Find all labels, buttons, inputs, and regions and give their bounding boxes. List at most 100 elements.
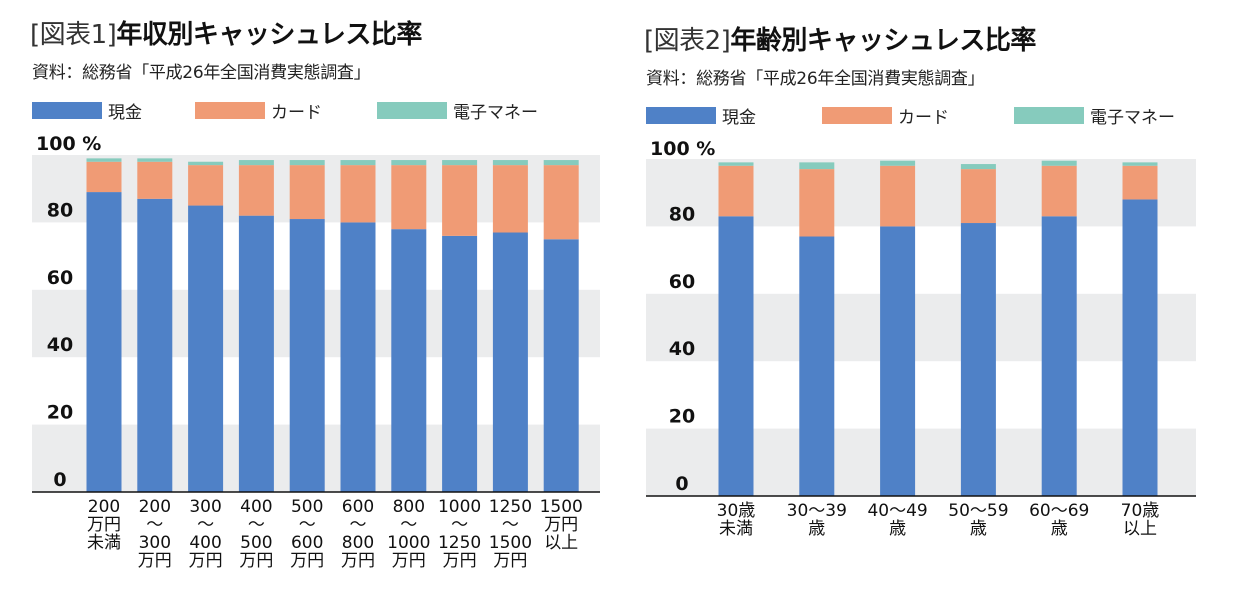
legend-label: カード: [898, 108, 949, 128]
x-tick-label: 〜: [197, 515, 214, 535]
age-chart: [図表2]年齢別キャッシュレス比率 資料：総務省「平成26年全国消費実態調査」 …: [620, 0, 1248, 605]
legend-swatch: [646, 107, 716, 124]
x-tick-label: 500: [291, 497, 323, 517]
bar-segment: [391, 229, 427, 492]
bar-segment: [86, 158, 122, 162]
bar-segment: [492, 160, 528, 166]
x-tick-label: 300: [139, 533, 171, 553]
x-tick-label: 600: [342, 497, 374, 517]
chart-title-prefix: [図表1]: [30, 20, 117, 50]
bar-segment: [137, 161, 173, 199]
legend-label: 現金: [108, 103, 142, 123]
bar-segment: [718, 165, 754, 217]
x-tick-label: 未満: [87, 533, 121, 553]
x-tick-label: 万円: [290, 551, 324, 571]
bar-segment: [188, 205, 224, 493]
x-tick-label: 万円: [443, 551, 477, 571]
bar-segment: [391, 160, 427, 166]
legend-swatch: [822, 107, 892, 124]
x-tick-label: 200: [139, 497, 171, 517]
y-axis-top-label: 100 %: [36, 133, 101, 155]
bar-segment: [543, 239, 579, 492]
legend-label: 電子マネー: [1090, 108, 1175, 128]
bar-segment: [86, 161, 122, 193]
bar-segment: [340, 222, 376, 492]
bar-segment: [442, 165, 478, 236]
bar-segment: [960, 223, 996, 496]
bar-segment: [960, 164, 996, 170]
x-tick-label: 万円: [493, 551, 527, 571]
x-tick-label: 〜: [451, 515, 468, 535]
y-tick-label: 60: [669, 271, 695, 293]
bar-segment: [799, 236, 835, 496]
bar-segment: [188, 165, 224, 206]
y-tick-label: 0: [675, 473, 688, 495]
legend-item: カード: [195, 98, 322, 123]
x-tick-label: 万円: [341, 551, 375, 571]
income-chart: [図表1]年収別キャッシュレス比率 資料：総務省「平成26年全国消費実態調査」 …: [0, 0, 620, 605]
bar-segment: [1041, 165, 1077, 217]
y-tick-label: 80: [47, 199, 73, 221]
y-tick-label: 40: [669, 338, 695, 360]
y-tick-label: 80: [669, 203, 695, 225]
legend-swatch: [32, 102, 102, 119]
legend-swatch: [1014, 107, 1084, 124]
bar-segment: [1122, 162, 1158, 166]
legend-label: 電子マネー: [453, 103, 538, 123]
y-tick-label: 0: [53, 469, 66, 491]
bar-segment: [137, 158, 173, 162]
x-tick-label: 〜: [502, 515, 519, 535]
legend-label: 現金: [722, 108, 756, 128]
bar-segment: [1041, 216, 1077, 497]
y-tick-label: 40: [47, 334, 73, 356]
x-tick-label: 1250: [438, 533, 481, 553]
x-tick-label: 1500: [540, 497, 583, 517]
legend-swatch: [377, 102, 447, 119]
x-tick-label: 30歳: [717, 501, 756, 521]
x-tick-label: 以上: [1123, 519, 1157, 539]
bar-segment: [442, 160, 478, 166]
x-tick-label: 歳: [970, 519, 987, 539]
legend-swatch: [195, 102, 265, 119]
y-tick-label: 20: [47, 402, 73, 424]
x-tick-label: 万円: [138, 551, 172, 571]
x-tick-label: 300: [189, 497, 221, 517]
x-tick-label: 万円: [87, 515, 121, 535]
x-tick-label: 1500: [489, 533, 532, 553]
x-tick-label: 70歳: [1121, 501, 1160, 521]
chart-legend: 現金 カード 電子マネー: [32, 98, 538, 123]
x-tick-label: 〜: [350, 515, 367, 535]
x-tick-label: 歳: [889, 519, 906, 539]
bar-segment: [543, 165, 579, 240]
chart-source: 資料：総務省「平成26年全国消費実態調査」: [646, 69, 985, 89]
legend-label: カード: [271, 103, 322, 123]
x-tick-label: 万円: [189, 551, 223, 571]
bar-segment: [718, 162, 754, 166]
legend-item: 電子マネー: [1014, 103, 1175, 128]
x-tick-label: 万円: [392, 551, 426, 571]
bar-segment: [391, 165, 427, 230]
x-tick-label: 500: [240, 533, 272, 553]
y-tick-label: 20: [669, 406, 695, 428]
x-tick-label: 〜: [248, 515, 265, 535]
x-tick-label: 万円: [544, 515, 578, 535]
x-tick-label: 1000: [387, 533, 430, 553]
bar-segment: [718, 216, 754, 497]
x-tick-label: 30〜39: [787, 501, 847, 521]
bar-segment: [137, 198, 173, 492]
bar-segment: [289, 160, 325, 166]
legend-item: 現金: [32, 98, 142, 123]
bar-segment: [1041, 160, 1077, 166]
x-tick-label: 〜: [400, 515, 417, 535]
x-tick-label: 50〜59: [948, 501, 1008, 521]
x-tick-label: 1000: [438, 497, 481, 517]
x-tick-label: 歳: [808, 519, 825, 539]
x-tick-label: 〜: [299, 515, 316, 535]
bar-segment: [799, 162, 835, 170]
bar-segment: [880, 160, 916, 166]
x-tick-label: 400: [240, 497, 272, 517]
x-tick-label: 1250: [489, 497, 532, 517]
x-tick-label: 未満: [719, 519, 753, 539]
x-tick-label: 600: [291, 533, 323, 553]
